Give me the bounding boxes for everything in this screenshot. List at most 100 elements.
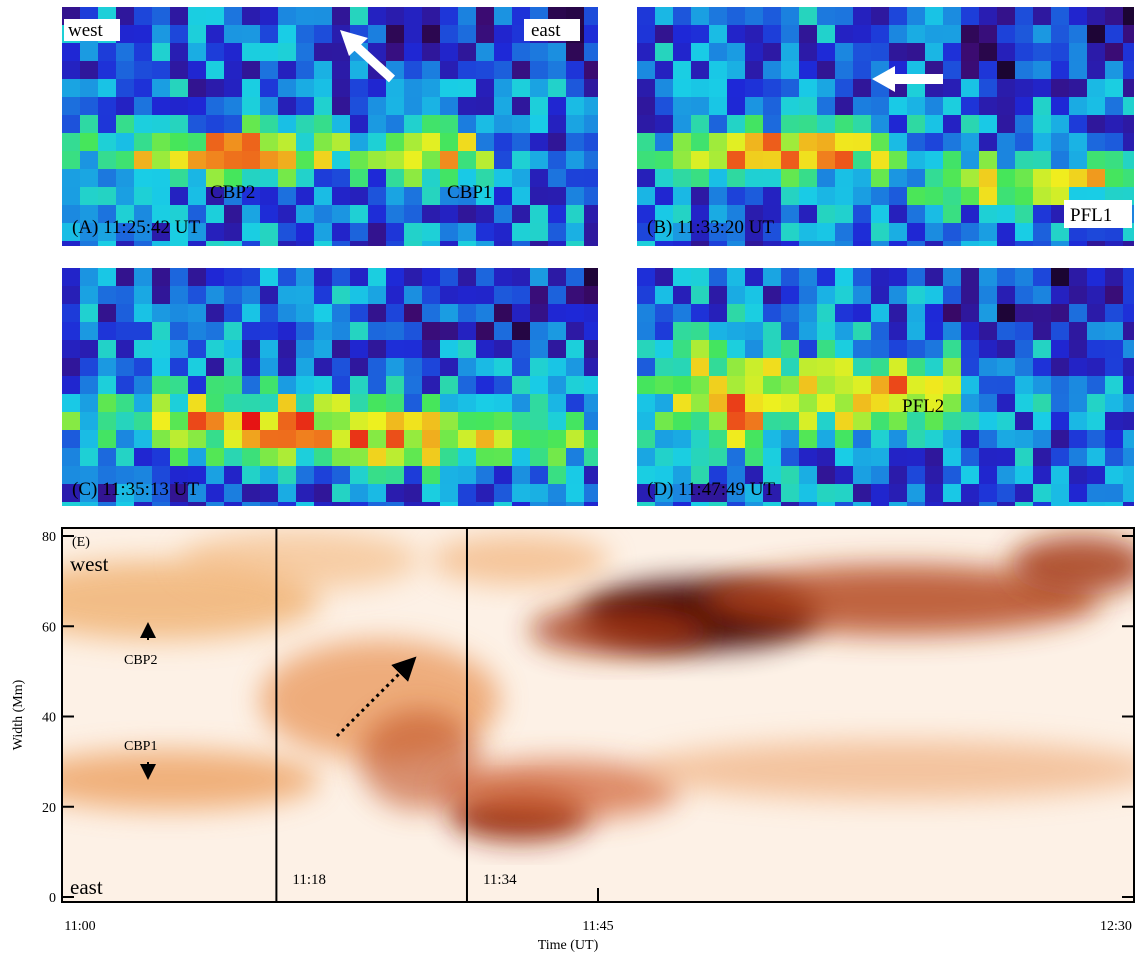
pixel (1015, 484, 1033, 502)
pixel (1087, 358, 1105, 376)
pixel (907, 169, 925, 187)
pixel (1051, 304, 1069, 322)
pixel (242, 484, 260, 502)
pixel (1033, 187, 1051, 205)
pixel (691, 169, 709, 187)
pixel (134, 7, 152, 25)
pixel (961, 241, 979, 246)
pixel (62, 430, 80, 448)
pixel (530, 268, 548, 286)
pixel (296, 43, 314, 61)
pixel (188, 187, 206, 205)
pixel (512, 304, 530, 322)
annotation: east (70, 875, 103, 899)
pixel (314, 97, 332, 115)
pixel (224, 25, 242, 43)
pixel (799, 286, 817, 304)
pixel (548, 502, 566, 506)
pixel (584, 466, 598, 484)
pixel (709, 412, 727, 430)
pixel (350, 286, 368, 304)
pixel (134, 169, 152, 187)
pixel (853, 61, 871, 79)
pixel (835, 43, 853, 61)
pixel (350, 169, 368, 187)
pixel (80, 412, 98, 430)
pixel (566, 430, 584, 448)
pixel (62, 412, 80, 430)
pixel (458, 394, 476, 412)
pixel (943, 502, 961, 506)
pixel (188, 286, 206, 304)
pixel (943, 43, 961, 61)
pixel (98, 61, 116, 79)
pixel (350, 430, 368, 448)
pixel (476, 268, 494, 286)
pixel (943, 322, 961, 340)
pixel (763, 304, 781, 322)
pixel (1069, 466, 1087, 484)
pixel (817, 466, 835, 484)
pixel (943, 376, 961, 394)
pixel (548, 304, 566, 322)
pixel (386, 448, 404, 466)
pixel (1033, 340, 1051, 358)
pixel (458, 115, 476, 133)
pixel (224, 448, 242, 466)
pixel (242, 358, 260, 376)
pixel (871, 25, 889, 43)
pixel (925, 484, 943, 502)
pixel (853, 322, 871, 340)
pixel (476, 430, 494, 448)
pixel (781, 358, 799, 376)
pixel (1105, 133, 1123, 151)
pixel (512, 322, 530, 340)
pixel (1015, 304, 1033, 322)
pixel (242, 376, 260, 394)
pixel (368, 466, 386, 484)
pixel (997, 115, 1015, 133)
pixel (1051, 430, 1069, 448)
pixel (530, 394, 548, 412)
pixel (188, 358, 206, 376)
pixel (835, 7, 853, 25)
pixel (332, 448, 350, 466)
pixel (1105, 79, 1123, 97)
pixel (170, 430, 188, 448)
pixel (907, 151, 925, 169)
pixel (440, 358, 458, 376)
pixel (655, 502, 673, 506)
pixel (1087, 169, 1105, 187)
pixel (1033, 502, 1051, 506)
pixel (566, 133, 584, 151)
pixel (673, 376, 691, 394)
pixel (943, 133, 961, 151)
pixel (709, 502, 727, 506)
pixel (260, 169, 278, 187)
pixel (745, 25, 763, 43)
pixel (637, 187, 655, 205)
pixel (727, 430, 745, 448)
pixel (260, 25, 278, 43)
pixel (530, 376, 548, 394)
pixel (925, 502, 943, 506)
pixel (781, 115, 799, 133)
pixel (1033, 115, 1051, 133)
pixel (170, 268, 188, 286)
pixel (1087, 322, 1105, 340)
pixel (386, 223, 404, 241)
pixel (278, 43, 296, 61)
pixel (116, 322, 134, 340)
pixel (1033, 61, 1051, 79)
pixel (943, 241, 961, 246)
pixel (889, 430, 907, 448)
pixel (224, 268, 242, 286)
pixel (242, 394, 260, 412)
pixel (188, 241, 206, 246)
time-marker-label: 11:18 (292, 872, 326, 888)
pixel (62, 79, 80, 97)
pixel (296, 169, 314, 187)
pixel (1105, 430, 1123, 448)
pixel (314, 151, 332, 169)
pixel (1087, 79, 1105, 97)
